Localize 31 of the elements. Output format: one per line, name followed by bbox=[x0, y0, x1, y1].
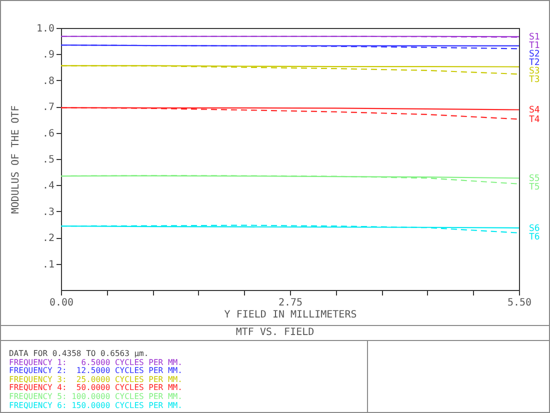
y-tick-label: .7 bbox=[42, 102, 54, 114]
series-label: T3 bbox=[529, 75, 540, 86]
x-tick-label: 2.75 bbox=[278, 298, 303, 308]
text: FREQUENCY 2: 12.5000 CYCLES PER MM. bbox=[9, 366, 182, 376]
text: DATA FOR 0.4358 TO 0.6563 µm. bbox=[9, 349, 150, 359]
y-tick-label: .8 bbox=[42, 76, 54, 87]
text: FREQUENCY 4: 50.0000 CYCLES PER MM. bbox=[9, 383, 182, 393]
y-tick-label: .4 bbox=[42, 180, 54, 192]
text: FREQUENCY 1: 6.5000 CYCLES PER MM. bbox=[9, 358, 182, 367]
y-tick-label: .3 bbox=[42, 206, 54, 218]
x-tick-label: 5.50 bbox=[507, 298, 532, 308]
series-label: S6 bbox=[529, 224, 540, 234]
text: MTF VS. FIELD bbox=[1, 326, 549, 341]
y-axis-title: MODULUS OF THE OTF bbox=[10, 105, 22, 214]
series-label: T4 bbox=[529, 115, 540, 126]
text: FREQUENCY 3: 25.0000 CYCLES PER MM. bbox=[9, 374, 182, 384]
series-label: T5 bbox=[529, 182, 540, 193]
x-tick-label: 0.00 bbox=[49, 298, 74, 308]
series-label: T6 bbox=[529, 232, 540, 242]
y-tick-label: .1 bbox=[42, 259, 54, 270]
x-axis-title: Y FIELD IN MILLIMETERS bbox=[224, 310, 357, 320]
y-tick-label: .5 bbox=[42, 154, 54, 166]
series-label: S1 bbox=[529, 32, 540, 43]
series-label: S5 bbox=[529, 174, 540, 184]
y-tick-label: 1.0 bbox=[36, 24, 54, 34]
series-label: S4 bbox=[529, 106, 540, 116]
text: FREQUENCY 5: 100.0000 CYCLES PER MM. bbox=[9, 392, 182, 402]
y-tick-label: .6 bbox=[42, 128, 54, 140]
text: FREQUENCY 6: 150.0000 CYCLES PER MM. bbox=[9, 400, 182, 410]
y-tick-label: .2 bbox=[42, 233, 54, 244]
y-tick-label: .9 bbox=[42, 50, 54, 61]
